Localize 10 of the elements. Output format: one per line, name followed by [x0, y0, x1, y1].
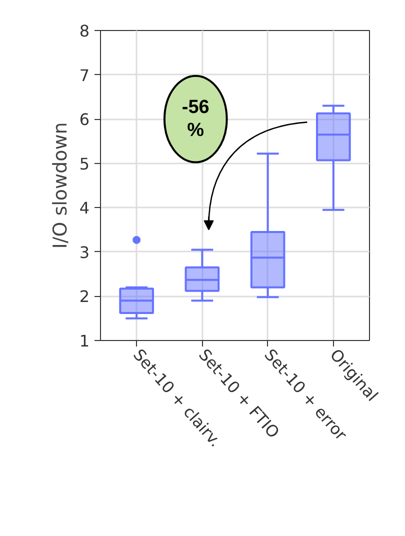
y-tick-label: 4: [79, 198, 90, 218]
y-tick-label: 6: [79, 110, 90, 130]
y-tick-label: 5: [79, 154, 90, 174]
y-tick-label: 8: [79, 22, 90, 40]
annotation: -56 %: [182, 97, 210, 142]
y-tick-label: 3: [79, 242, 90, 262]
y-tick-label: 2: [79, 287, 90, 306]
y-axis-title: I/O slowdown: [49, 122, 72, 249]
y-tick-label: 1: [79, 332, 90, 350]
y-tick-label: 7: [79, 66, 90, 85]
